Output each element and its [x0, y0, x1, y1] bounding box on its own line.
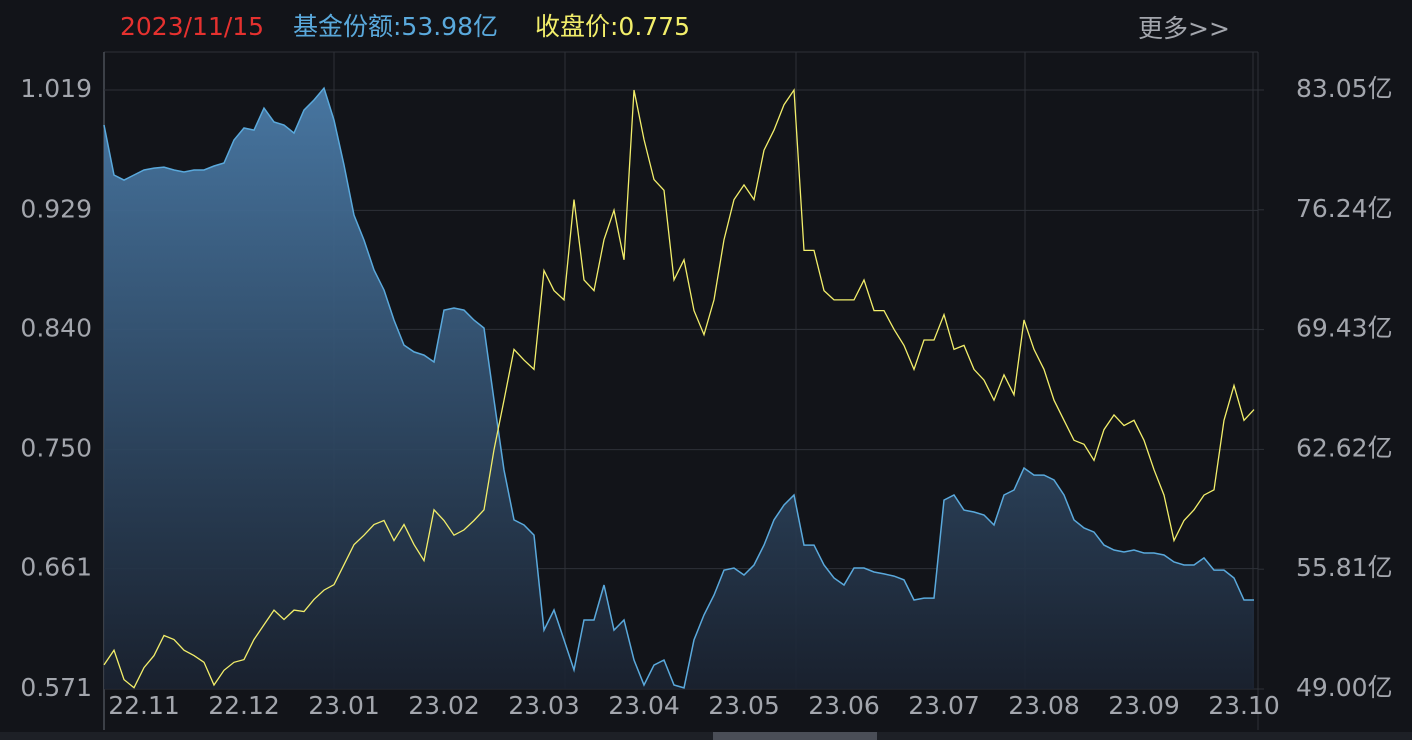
y-tick-label: 0.929 [20, 194, 92, 223]
y2-tick-label: 69.43亿 [1296, 314, 1393, 343]
y2-tick-label: 83.05亿 [1296, 74, 1393, 103]
scroll-thumb[interactable] [713, 732, 877, 740]
more-link[interactable]: 更多>> [1138, 14, 1230, 43]
x-tick-label: 23.04 [608, 691, 680, 720]
area-fill [104, 88, 1254, 690]
x-tick-label: 23.08 [1008, 691, 1080, 720]
x-tick-label: 23.01 [308, 691, 380, 720]
y2-tick-label: 49.00亿 [1296, 673, 1393, 702]
x-tick-label: 22.11 [108, 691, 180, 720]
x-tick-label: 23.10 [1208, 691, 1280, 720]
fund-share-label: 基金份额:53.98亿 [293, 12, 498, 41]
y-tick-label: 0.840 [20, 313, 92, 342]
y-tick-label: 0.661 [20, 553, 92, 582]
area-line [103, 86, 1254, 689]
x-tick-label: 22.12 [208, 691, 280, 720]
x-tick-label: 23.07 [908, 691, 980, 720]
y-tick-label: 0.571 [20, 673, 92, 702]
y-tick-label: 1.019 [20, 74, 92, 103]
plot-area: 0.571 0.661 0.750 0.840 0.929 1.019 49.00亿 55.8… [20, 52, 1393, 720]
x-tick-label: 23.05 [708, 691, 780, 720]
x-tick-label: 23.09 [1108, 691, 1180, 720]
x-tick-label: 23.03 [508, 691, 580, 720]
scroll-bar [0, 732, 1412, 740]
x-tick-label: 23.06 [808, 691, 880, 720]
y2-tick-label: 62.62亿 [1296, 433, 1393, 462]
price-line [103, 88, 1255, 689]
date-label: 2023/11/15 [120, 12, 264, 41]
x-tick-label: 23.02 [408, 691, 480, 720]
y-tick-label: 0.750 [20, 434, 92, 463]
y2-tick-label: 76.24亿 [1296, 194, 1393, 223]
y2-tick-label: 55.81亿 [1296, 553, 1393, 582]
close-price-label: 收盘价:0.775 [535, 12, 690, 41]
